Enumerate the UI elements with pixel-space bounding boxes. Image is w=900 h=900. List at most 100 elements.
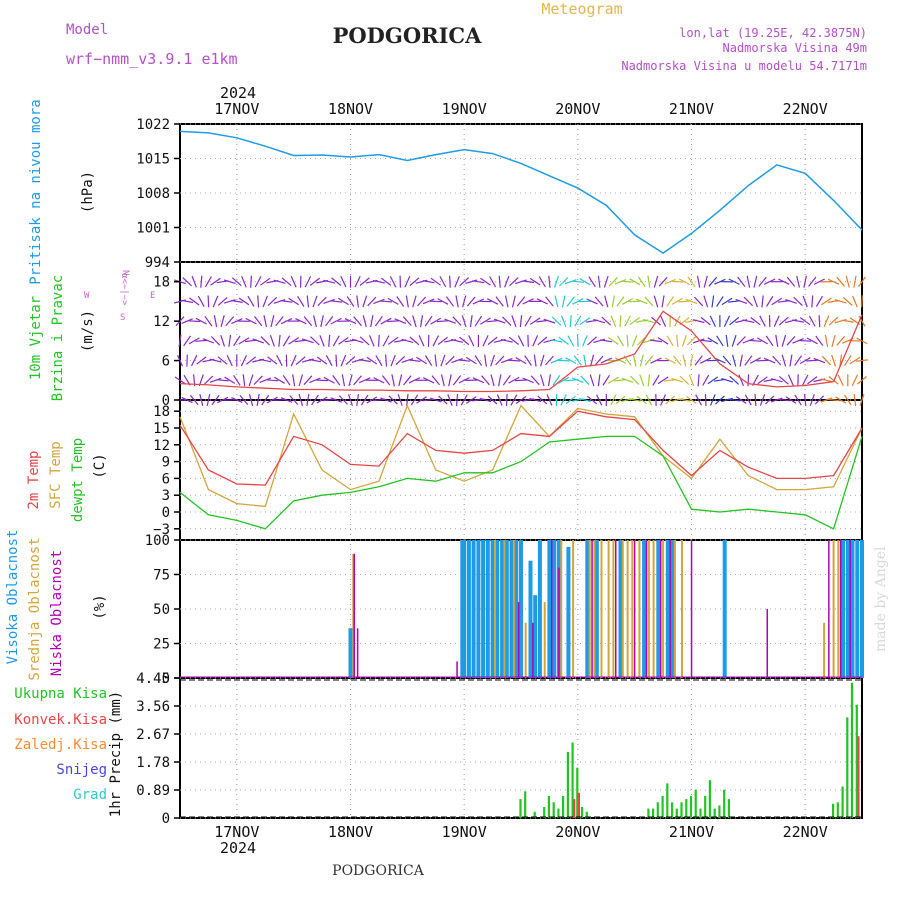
wind-barb: [731, 335, 737, 347]
cloud-bar: [503, 540, 506, 678]
wind-barb: [259, 358, 272, 363]
wind-barb: [660, 394, 667, 406]
wind-barb: [519, 315, 523, 328]
wind-barb: [444, 318, 456, 324]
wind-barb: [197, 295, 205, 307]
wind-barb: [511, 295, 516, 308]
wind-barb: [490, 374, 495, 387]
wind-barb: [589, 374, 595, 387]
wind-barb: [465, 396, 477, 404]
wind-barb: [522, 280, 535, 284]
wind-barb: [387, 336, 399, 345]
wind-barb: [310, 336, 320, 346]
wind-barb: [702, 374, 710, 386]
wind-barb: [422, 298, 435, 305]
wind-barb: [586, 298, 598, 305]
precip-bar: [671, 802, 674, 818]
wind-barb: [700, 357, 712, 364]
wind-barb: [629, 375, 640, 385]
cloud-bar: [519, 540, 523, 678]
wind-barb: [466, 296, 476, 307]
wind-barb: [593, 318, 606, 324]
cloud-bar: [849, 540, 851, 678]
wind-barb: [204, 315, 213, 327]
precip-bar: [694, 789, 697, 818]
wind-barb: [209, 377, 222, 383]
wind-barb: [596, 394, 603, 406]
wind-barb: [714, 278, 726, 285]
cloud-bar: [681, 540, 683, 678]
wind-barb: [573, 355, 582, 366]
wind-barb: [282, 335, 291, 347]
wind-barb: [785, 396, 797, 404]
wind-barb: [775, 334, 779, 347]
wind-barb: [594, 355, 604, 366]
wind-barb: [836, 335, 846, 346]
cloud-bar: [471, 540, 476, 678]
wind-barb: [692, 338, 705, 344]
wind-barb: [273, 399, 286, 401]
panel-frame-temp: [179, 399, 863, 541]
wind-barb: [188, 337, 200, 345]
cloud-bar: [514, 540, 519, 678]
wind-barb: [451, 358, 463, 364]
precip-bar: [577, 792, 580, 818]
dewpt-label: dewpt Temp: [70, 438, 86, 522]
precip-legend-item: Ukupna Kisa: [14, 686, 107, 702]
side-labels: Pritisak na nivou mora (hPa) 10m Vjetar Brz…: [5, 99, 124, 817]
cloud-bar: [621, 540, 624, 678]
wind-barb: [231, 277, 242, 287]
wind-barb: [270, 315, 275, 328]
wind-barb: [416, 356, 427, 365]
2m-temp-line: [179, 410, 863, 486]
wind-barb: [576, 334, 579, 347]
wind-barb: [370, 315, 374, 328]
cloud-bar: [528, 560, 533, 678]
wind-barb: [529, 317, 541, 325]
wind-barb: [789, 354, 793, 367]
wind-barb: [665, 395, 676, 405]
wind-barb: [266, 396, 278, 404]
wind-barb: [604, 295, 609, 308]
cloud-bar: [481, 540, 486, 678]
y-tick-label: 0.89: [136, 783, 170, 799]
wind-barb: [808, 276, 817, 287]
wind-barb: [715, 395, 725, 405]
wind-barb: [579, 278, 591, 286]
wind-barb: [636, 395, 647, 405]
wind-barb: [378, 334, 380, 347]
wind-barb: [657, 337, 669, 345]
wind-barb: [210, 277, 221, 286]
wind-barb: [404, 275, 411, 288]
wind-barb: [642, 319, 655, 324]
wind-barb: [487, 395, 498, 405]
wind-barb: [323, 398, 336, 402]
precip-unit: 1hr Precip (mm): [108, 691, 124, 817]
wind-barb: [692, 319, 705, 324]
cloud-bar: [626, 540, 629, 678]
cloud-bar: [490, 540, 495, 678]
wind-barb: [382, 335, 390, 347]
wind-barb: [231, 318, 243, 325]
precip-bar: [727, 799, 730, 818]
wind-barb: [708, 276, 718, 287]
wind-barb: [424, 355, 433, 367]
wind-barb: [572, 298, 584, 305]
cloud-bar: [670, 540, 675, 678]
top-day-labels: 17NOV 18NOV 19NOV 20NOV 21NOV 22NOV: [214, 100, 827, 118]
wind-barb: [379, 300, 393, 303]
wind-barb: [550, 357, 563, 364]
wind-barb: [498, 374, 502, 387]
wind-barb: [454, 275, 460, 288]
wind-barb: [437, 336, 448, 345]
wind-barb: [600, 357, 612, 364]
wind-barb: [583, 354, 587, 367]
cloud-bar: [524, 622, 527, 678]
wind-barb: [676, 334, 679, 347]
wind-barb: [344, 318, 357, 325]
wind-barb: [660, 315, 667, 327]
wind-barb: [671, 297, 683, 305]
wind-barb: [697, 374, 700, 387]
wind-barb: [297, 295, 305, 307]
lonlat-text: lon,lat (19.25E, 42.3875N): [679, 26, 867, 40]
